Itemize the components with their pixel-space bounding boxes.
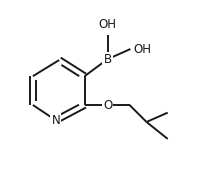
- Text: OH: OH: [133, 43, 151, 56]
- Text: B: B: [103, 53, 112, 66]
- Text: OH: OH: [98, 18, 117, 31]
- Text: N: N: [51, 114, 60, 127]
- Text: O: O: [103, 98, 112, 111]
